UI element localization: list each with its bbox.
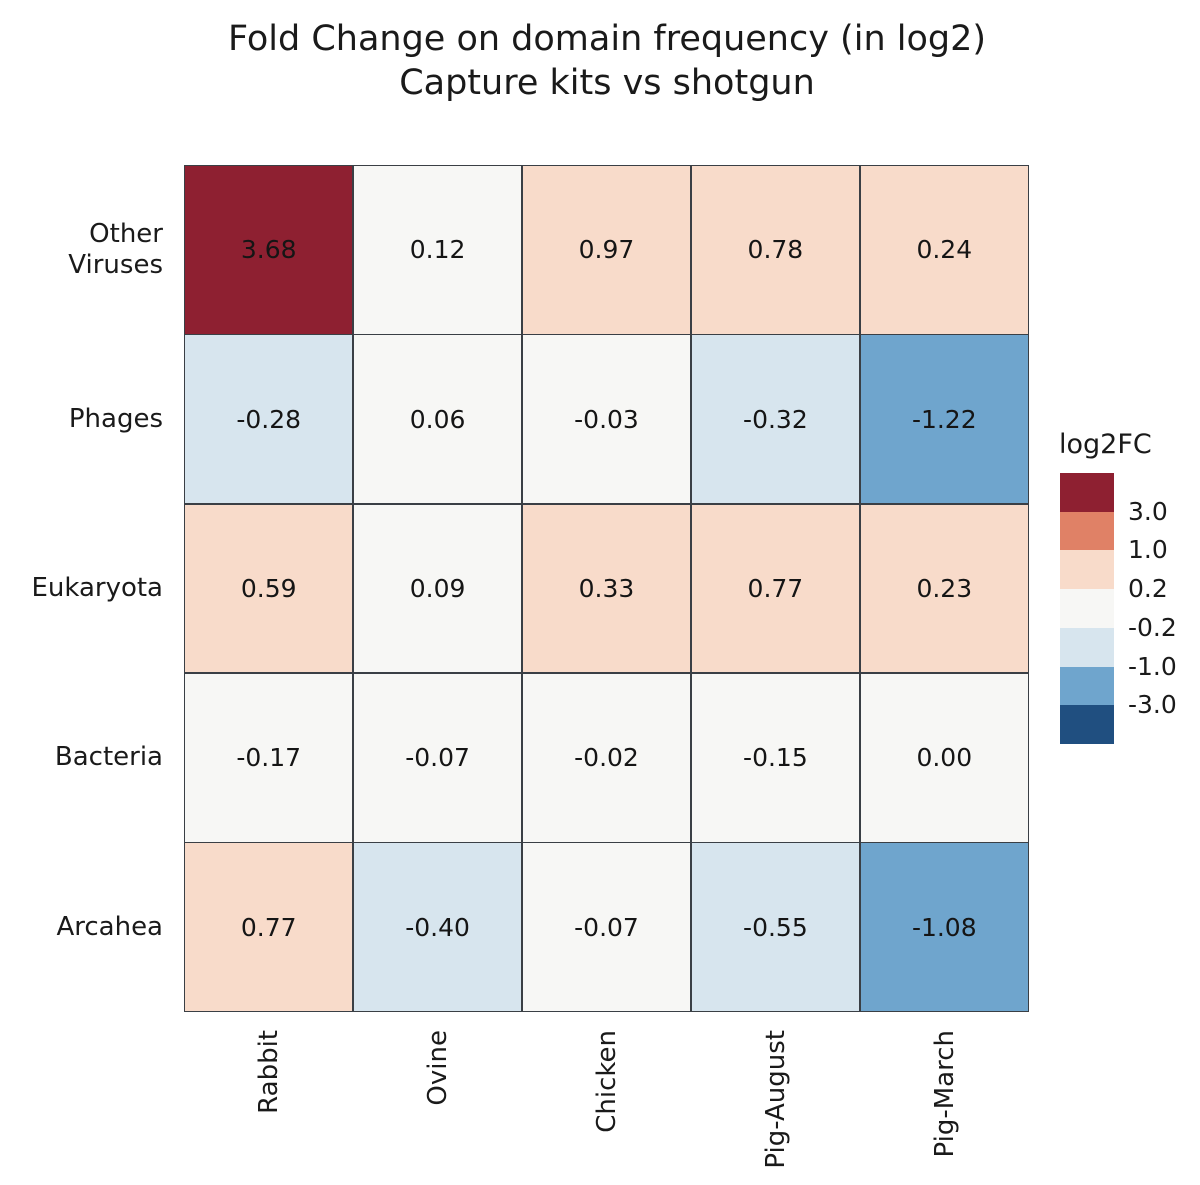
y-axis-label: Bacteria	[54, 742, 163, 773]
x-axis-label: Pig-August	[760, 1030, 791, 1169]
heatmap-cell: 0.77	[691, 504, 860, 673]
heatmap-cell: 0.59	[185, 504, 353, 673]
heatmap-cell: -0.28	[185, 335, 353, 504]
x-axis-labels: Rabbit Ovine Chicken Pig-August Pig-March	[184, 1030, 1029, 1180]
legend-color-swatch	[1060, 589, 1114, 628]
heatmap-cell: -0.55	[691, 843, 860, 1011]
y-axis-label: Phages	[68, 403, 163, 434]
heatmap-cell: 0.78	[691, 166, 860, 334]
y-axis-label: Arcahea	[56, 911, 163, 942]
heatmap-cell: -0.17	[185, 673, 353, 842]
legend-color-swatch	[1060, 627, 1114, 667]
heatmap-cell: -0.15	[691, 673, 860, 842]
heatmap-cell: 3.68	[185, 166, 353, 334]
heatmap-cell: 0.77	[185, 843, 353, 1011]
legend-color-swatch	[1060, 473, 1114, 512]
chart-title-line2: Capture kits vs shotgun	[399, 63, 815, 103]
heatmap-cell: 0.00	[860, 673, 1028, 842]
heatmap-cell: -1.08	[860, 843, 1028, 1011]
heatmap-cell: -0.40	[353, 843, 522, 1011]
heatmap-grid: 3.68 0.12 0.97 0.78 0.24 -0.28 0.06 -0.03 -0.32-…	[184, 165, 1029, 1012]
y-axis-labels: Other Viruses Phages Eukaryota Bacteria Arca…	[0, 165, 163, 1012]
heatmap-cell: -1.22	[860, 335, 1028, 504]
heatmap-cell: -0.07	[353, 673, 522, 842]
legend-color-swatch	[1060, 550, 1114, 590]
legend-tick-label: -0.2	[1128, 612, 1177, 642]
heatmap-cell: 0.97	[522, 166, 691, 334]
legend-tick-label: -1.0	[1128, 651, 1177, 681]
heatmap-cell: 0.23	[860, 504, 1028, 673]
legend-tick-label: 0.2	[1128, 574, 1168, 604]
legend-color-swatch	[1060, 511, 1114, 551]
y-axis-label: Other Viruses	[68, 218, 163, 280]
legend-tick-label: 3.0	[1128, 496, 1168, 526]
heatmap-cell: -0.03	[522, 335, 691, 504]
chart-title: Fold Change on domain frequency (in log2…	[7, 17, 1200, 105]
legend-color-swatch	[1060, 705, 1114, 745]
legend-colorbar	[1060, 473, 1114, 745]
heatmap-cell: -0.32	[691, 335, 860, 504]
heatmap-cell: 0.09	[353, 504, 522, 673]
x-axis-label: Chicken	[591, 1030, 622, 1133]
heatmap-cell: -0.07	[522, 843, 691, 1011]
heatmap-cell: -0.02	[522, 673, 691, 842]
x-axis-label: Pig-March	[929, 1030, 960, 1158]
x-axis-label: Rabbit	[253, 1030, 284, 1114]
heatmap-cell: 0.06	[353, 335, 522, 504]
legend-tick-label: -3.0	[1128, 690, 1177, 720]
heatmap-cell: 0.12	[353, 166, 522, 334]
heatmap-cell: 0.24	[860, 166, 1028, 334]
y-axis-label: Eukaryota	[31, 572, 163, 603]
heatmap-cell: 0.33	[522, 504, 691, 673]
x-axis-label: Ovine	[422, 1030, 453, 1106]
chart-title-line1: Fold Change on domain frequency (in log2…	[227, 19, 987, 59]
legend-tick-label: 1.0	[1128, 535, 1168, 565]
legend-color-swatch	[1060, 666, 1114, 706]
legend-title: log2FC	[1059, 429, 1152, 460]
